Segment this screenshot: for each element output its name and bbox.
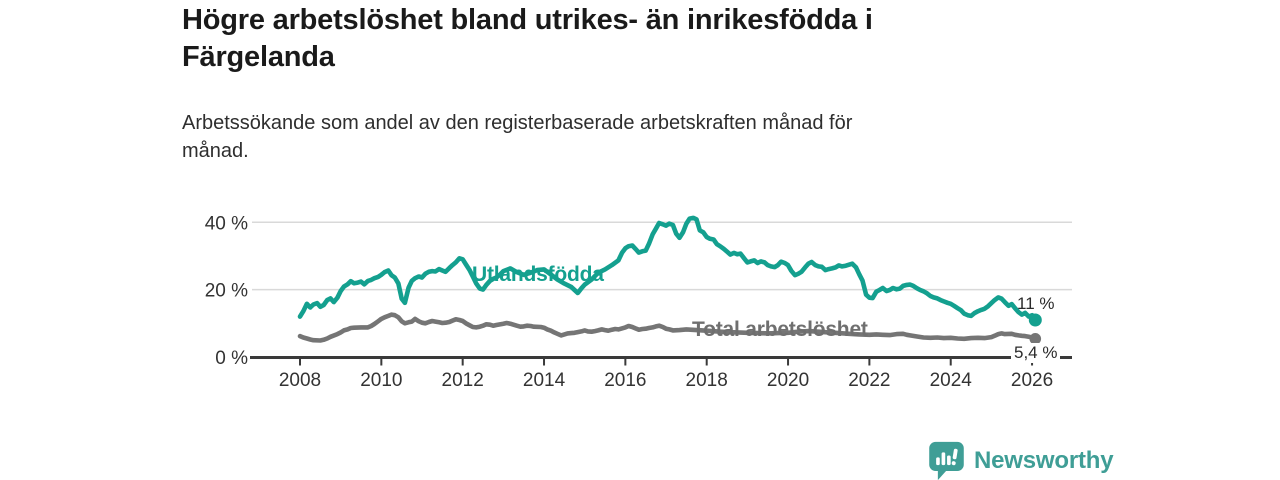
end-value-label-utlandsfodda: 11 % <box>1017 294 1055 313</box>
chart-subtitle: Arbetssökande som andel av den registerb… <box>182 109 1082 165</box>
end-value-label-total: 5,4 % <box>1011 343 1061 363</box>
x-tick-label: 2008 <box>279 370 321 391</box>
series-label-utlandsfodda: Utlandsfödda <box>472 263 604 286</box>
x-tick-label: 2012 <box>442 370 484 391</box>
x-tick-label: 2026 <box>1011 370 1053 391</box>
newsworthy-logo-icon <box>929 441 964 480</box>
x-tick-label: 2024 <box>930 370 973 391</box>
x-tick-label: 2020 <box>767 370 809 391</box>
series-label-total-arbetsloshet: Total arbetslöshet <box>692 318 868 341</box>
title-line-2: Färgelanda <box>182 41 335 73</box>
y-tick-label: 20 % <box>205 281 248 302</box>
series-end-dot-0 <box>1029 333 1042 345</box>
series-line-0 <box>297 312 1038 343</box>
subtitle-line-1: Arbetssökande som andel av den registerb… <box>182 112 853 134</box>
subtitle-line-2: månad. <box>182 140 249 162</box>
y-tick-label: 0 % <box>215 348 248 369</box>
x-tick-label: 2010 <box>360 370 402 391</box>
x-tick-label: 2022 <box>848 370 890 391</box>
y-tick-label: 40 % <box>205 213 248 234</box>
brand-name: Newsworthy <box>974 447 1114 474</box>
series-end-dot-1 <box>1028 313 1042 327</box>
x-tick-label: 2016 <box>604 370 646 391</box>
newsworthy-branding: Newsworthy <box>928 441 1114 480</box>
title-line-1: Högre arbetslöshet bland utrikes- än inr… <box>182 4 873 36</box>
page-title: Högre arbetslöshet bland utrikes- än inr… <box>182 2 1142 76</box>
x-tick-label: 2014 <box>523 370 566 391</box>
series-line-1 <box>297 215 1038 323</box>
x-tick-label: 2018 <box>686 370 728 391</box>
